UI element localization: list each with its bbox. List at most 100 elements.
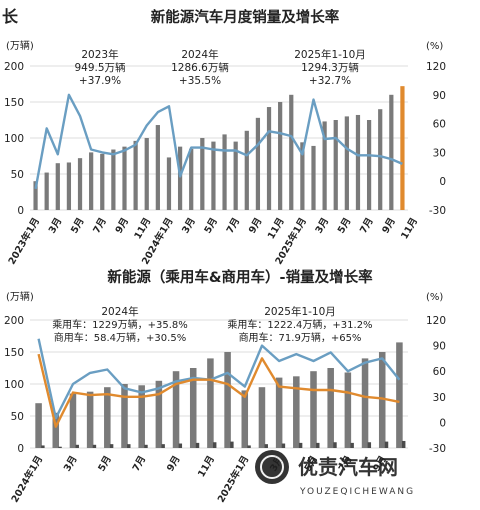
- chart2-bar: [58, 446, 62, 448]
- chart1-xtick: 11月: [399, 216, 420, 241]
- chart1-annotation-growth: +32.7%: [309, 75, 351, 87]
- chart1-ytick-right: 30: [433, 147, 446, 159]
- chart2-title: 新能源（乘用车&商用车）-销量及增长率: [107, 268, 373, 286]
- chart2-ytick-right: 120: [426, 315, 446, 327]
- chart2-annotation-line: 乘用车：1222.4万辆，+31.2%: [227, 318, 372, 331]
- chart1-bar: [211, 141, 216, 210]
- chart2-bar: [109, 444, 114, 448]
- chart2-growth-line: [37, 338, 401, 420]
- chart1-bar: [111, 149, 116, 210]
- chart1-xtick: 5月: [69, 216, 87, 235]
- chart2-xtick: 2024年1月: [9, 454, 45, 505]
- chart2-bar: [195, 442, 200, 448]
- chart2-bar: [35, 403, 42, 448]
- chart2-xtick: 7月: [131, 454, 149, 473]
- chart2-bar: [367, 442, 372, 448]
- chart2-xtick: 9月: [165, 454, 183, 473]
- chart1-growth-line: [34, 93, 403, 190]
- chart1-xtick: 7月: [91, 216, 109, 235]
- chart2-bar: [52, 412, 60, 448]
- chart2-bar: [224, 352, 231, 448]
- chart1-bar: [144, 138, 149, 210]
- chart1-bar: [300, 142, 305, 210]
- chart1-ytick-right: 0: [439, 176, 446, 188]
- chart2-bar: [104, 387, 111, 448]
- chart1-ytick-right: -30: [429, 205, 446, 217]
- chart1-annotation-total: 949.5万辆: [74, 61, 125, 74]
- chart2-bar: [241, 390, 249, 448]
- chart1-bar: [177, 146, 183, 210]
- chart1-bar: [255, 117, 261, 210]
- chart2-bar: [86, 391, 94, 448]
- chart1-bar: [289, 94, 294, 210]
- chart1-ytick-right: 90: [433, 90, 446, 102]
- chart1-bar: [33, 181, 38, 210]
- chart2-bar: [281, 443, 286, 448]
- chart1-annotation-growth: +37.9%: [79, 75, 121, 87]
- watermark-brand-cn: 优责汽车网: [298, 455, 398, 479]
- chart1-bar: [400, 86, 405, 210]
- chart1-unit-left: (万辆): [6, 39, 34, 52]
- chart1-annotation-total: 1286.6万辆: [171, 61, 229, 74]
- chart1-bar: [389, 94, 394, 210]
- chart1-bar: [366, 120, 372, 210]
- chart2-unit-left: (万辆): [6, 290, 34, 303]
- chart2-bar: [212, 442, 217, 448]
- chart2-bar: [75, 444, 79, 448]
- chart2-bar: [310, 371, 317, 448]
- chart1-bar: [244, 130, 249, 210]
- chart1-xtick: 11月: [132, 216, 153, 241]
- chart1-bar: [266, 107, 272, 210]
- chart2-bar: [230, 441, 234, 448]
- chart2-bar: [92, 444, 97, 448]
- chart2-unit-right: (%): [426, 292, 443, 303]
- chart1-annotation-growth: +35.5%: [179, 75, 221, 87]
- chart2-ytick-left: 200: [4, 315, 24, 327]
- chart1-xtick: 2023年1月: [6, 216, 42, 267]
- chart2-ytick-left: 0: [17, 443, 24, 455]
- chart1-xtick: 3月: [314, 216, 332, 235]
- chart1-bar: [77, 158, 83, 210]
- chart2-xtick: 5月: [96, 454, 114, 473]
- chart2-bar: [264, 444, 268, 448]
- chart2-bar: [396, 342, 403, 448]
- chart1-bar: [344, 116, 349, 210]
- chart2-bar: [401, 440, 406, 448]
- watermark-logo-ring: [260, 455, 284, 479]
- chart1-bar: [44, 172, 49, 210]
- chart1-bar: [155, 125, 160, 210]
- chart2-bar: [298, 442, 303, 448]
- chart2-bar: [316, 442, 320, 448]
- chart2-bar: [155, 380, 163, 448]
- chart2-bar: [178, 443, 183, 448]
- chart1-bar: [133, 140, 138, 210]
- chart2-bar: [41, 445, 45, 448]
- chart2-ytick-left: 150: [4, 347, 24, 359]
- chart1-ytick-left: 200: [4, 61, 24, 73]
- chart2-bar: [350, 442, 354, 448]
- chart1-bar: [122, 146, 127, 210]
- chart2-bar: [327, 368, 334, 448]
- chart1-xtick: 3月: [180, 216, 198, 235]
- chart2-bar: [333, 442, 337, 448]
- chart2-bar: [384, 441, 389, 448]
- chart1-xtick: 9月: [114, 216, 132, 235]
- chart1-ytick-right: 60: [433, 119, 446, 131]
- chart2-ytick-left: 50: [11, 411, 24, 423]
- chart1-annotation-total: 1294.3万辆: [301, 61, 359, 74]
- chart1-xtick: 11月: [266, 216, 287, 241]
- chart1-bar: [278, 102, 283, 210]
- chart1-annotation-year: 2024年: [181, 48, 218, 61]
- chart2-annotation-line: 乘用车：1229万辆，+35.8%: [52, 318, 188, 331]
- chart2-bar: [293, 376, 300, 448]
- chart1-ytick-right: 120: [426, 61, 446, 73]
- chart2-ytick-right: 60: [433, 366, 446, 378]
- chart2-ytick-right: 90: [433, 341, 446, 353]
- chart1-annotation-year: 2025年1-10月: [294, 48, 366, 61]
- chart1-bar: [355, 114, 361, 210]
- chart2-xtick: 2025年1月: [215, 454, 251, 505]
- chart1-bar: [166, 157, 172, 210]
- chart2-bar: [247, 445, 251, 448]
- chart2-bar: [172, 371, 180, 448]
